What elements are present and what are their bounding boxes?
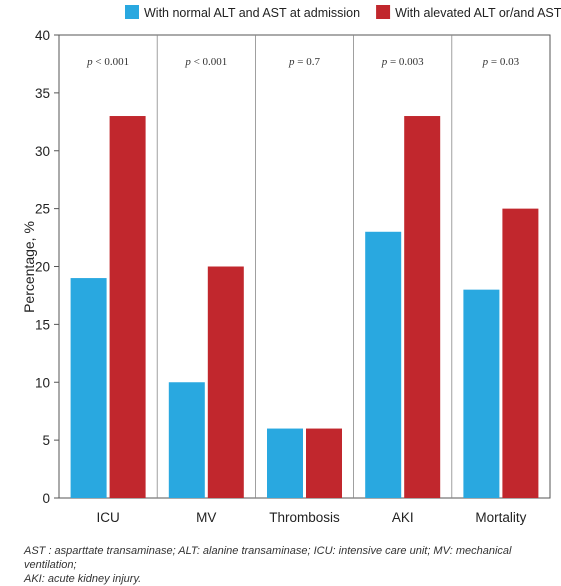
p-value-annotation: p = 0.7: [288, 56, 320, 68]
y-tick-label: 35: [35, 86, 50, 101]
footnote-line-1: AST : asparttate transaminase; ALT: alan…: [24, 545, 512, 571]
bar-normal-aki: [365, 231, 402, 498]
legend-entry: With normal ALT and AST at admission: [144, 6, 360, 20]
bar-elevated-mortality: [502, 208, 539, 498]
y-tick-label: 5: [42, 433, 50, 448]
category-label: AKI: [392, 510, 414, 525]
chart-legend: With normal ALT and AST at admission With…: [125, 5, 561, 20]
y-axis-label: Percentage, %: [21, 221, 37, 313]
bar-chart: With normal ALT and AST at admission With…: [21, 5, 561, 525]
y-tick-label: 10: [35, 375, 50, 390]
category-label: ICU: [96, 510, 119, 525]
p-value-annotation: p = 0.003: [381, 56, 424, 68]
y-tick-label: 25: [35, 202, 50, 217]
bar-normal-icu: [70, 278, 107, 498]
bar-elevated-thrombosis: [306, 428, 342, 498]
bar-elevated-mv: [207, 266, 244, 498]
footnote: AST : asparttate transaminase; ALT: alan…: [24, 544, 554, 586]
plot-area: 0 5 10 15 20 25 30 35 40 ICU p < 0.001 MV p < 0.001 T…: [35, 28, 551, 525]
y-tick-label: 30: [35, 144, 50, 159]
y-tick-label: 0: [42, 491, 50, 506]
y-tick-label: 15: [35, 317, 50, 332]
y-tick-label: 20: [35, 260, 50, 275]
category-label: MV: [196, 510, 216, 525]
bar-elevated-aki: [404, 116, 441, 499]
y-tick-label: 40: [35, 28, 50, 43]
bar-normal-mortality: [463, 289, 500, 498]
category-label: Mortality: [475, 510, 526, 525]
legend-swatch: [125, 5, 139, 19]
legend-entry: With alevated ALT or/and AST at admissio…: [395, 6, 561, 20]
bar-elevated-icu: [109, 116, 146, 499]
p-value-annotation: p < 0.001: [86, 56, 129, 68]
bar-normal-thrombosis: [267, 428, 303, 498]
category-label: Thrombosis: [269, 510, 340, 525]
footnote-line-2: AKI: acute kidney injury.: [24, 573, 142, 585]
bar-normal-mv: [168, 382, 205, 498]
p-value-annotation: p < 0.001: [184, 56, 227, 68]
p-value-annotation: p = 0.03: [482, 56, 520, 68]
legend-swatch: [376, 5, 391, 19]
